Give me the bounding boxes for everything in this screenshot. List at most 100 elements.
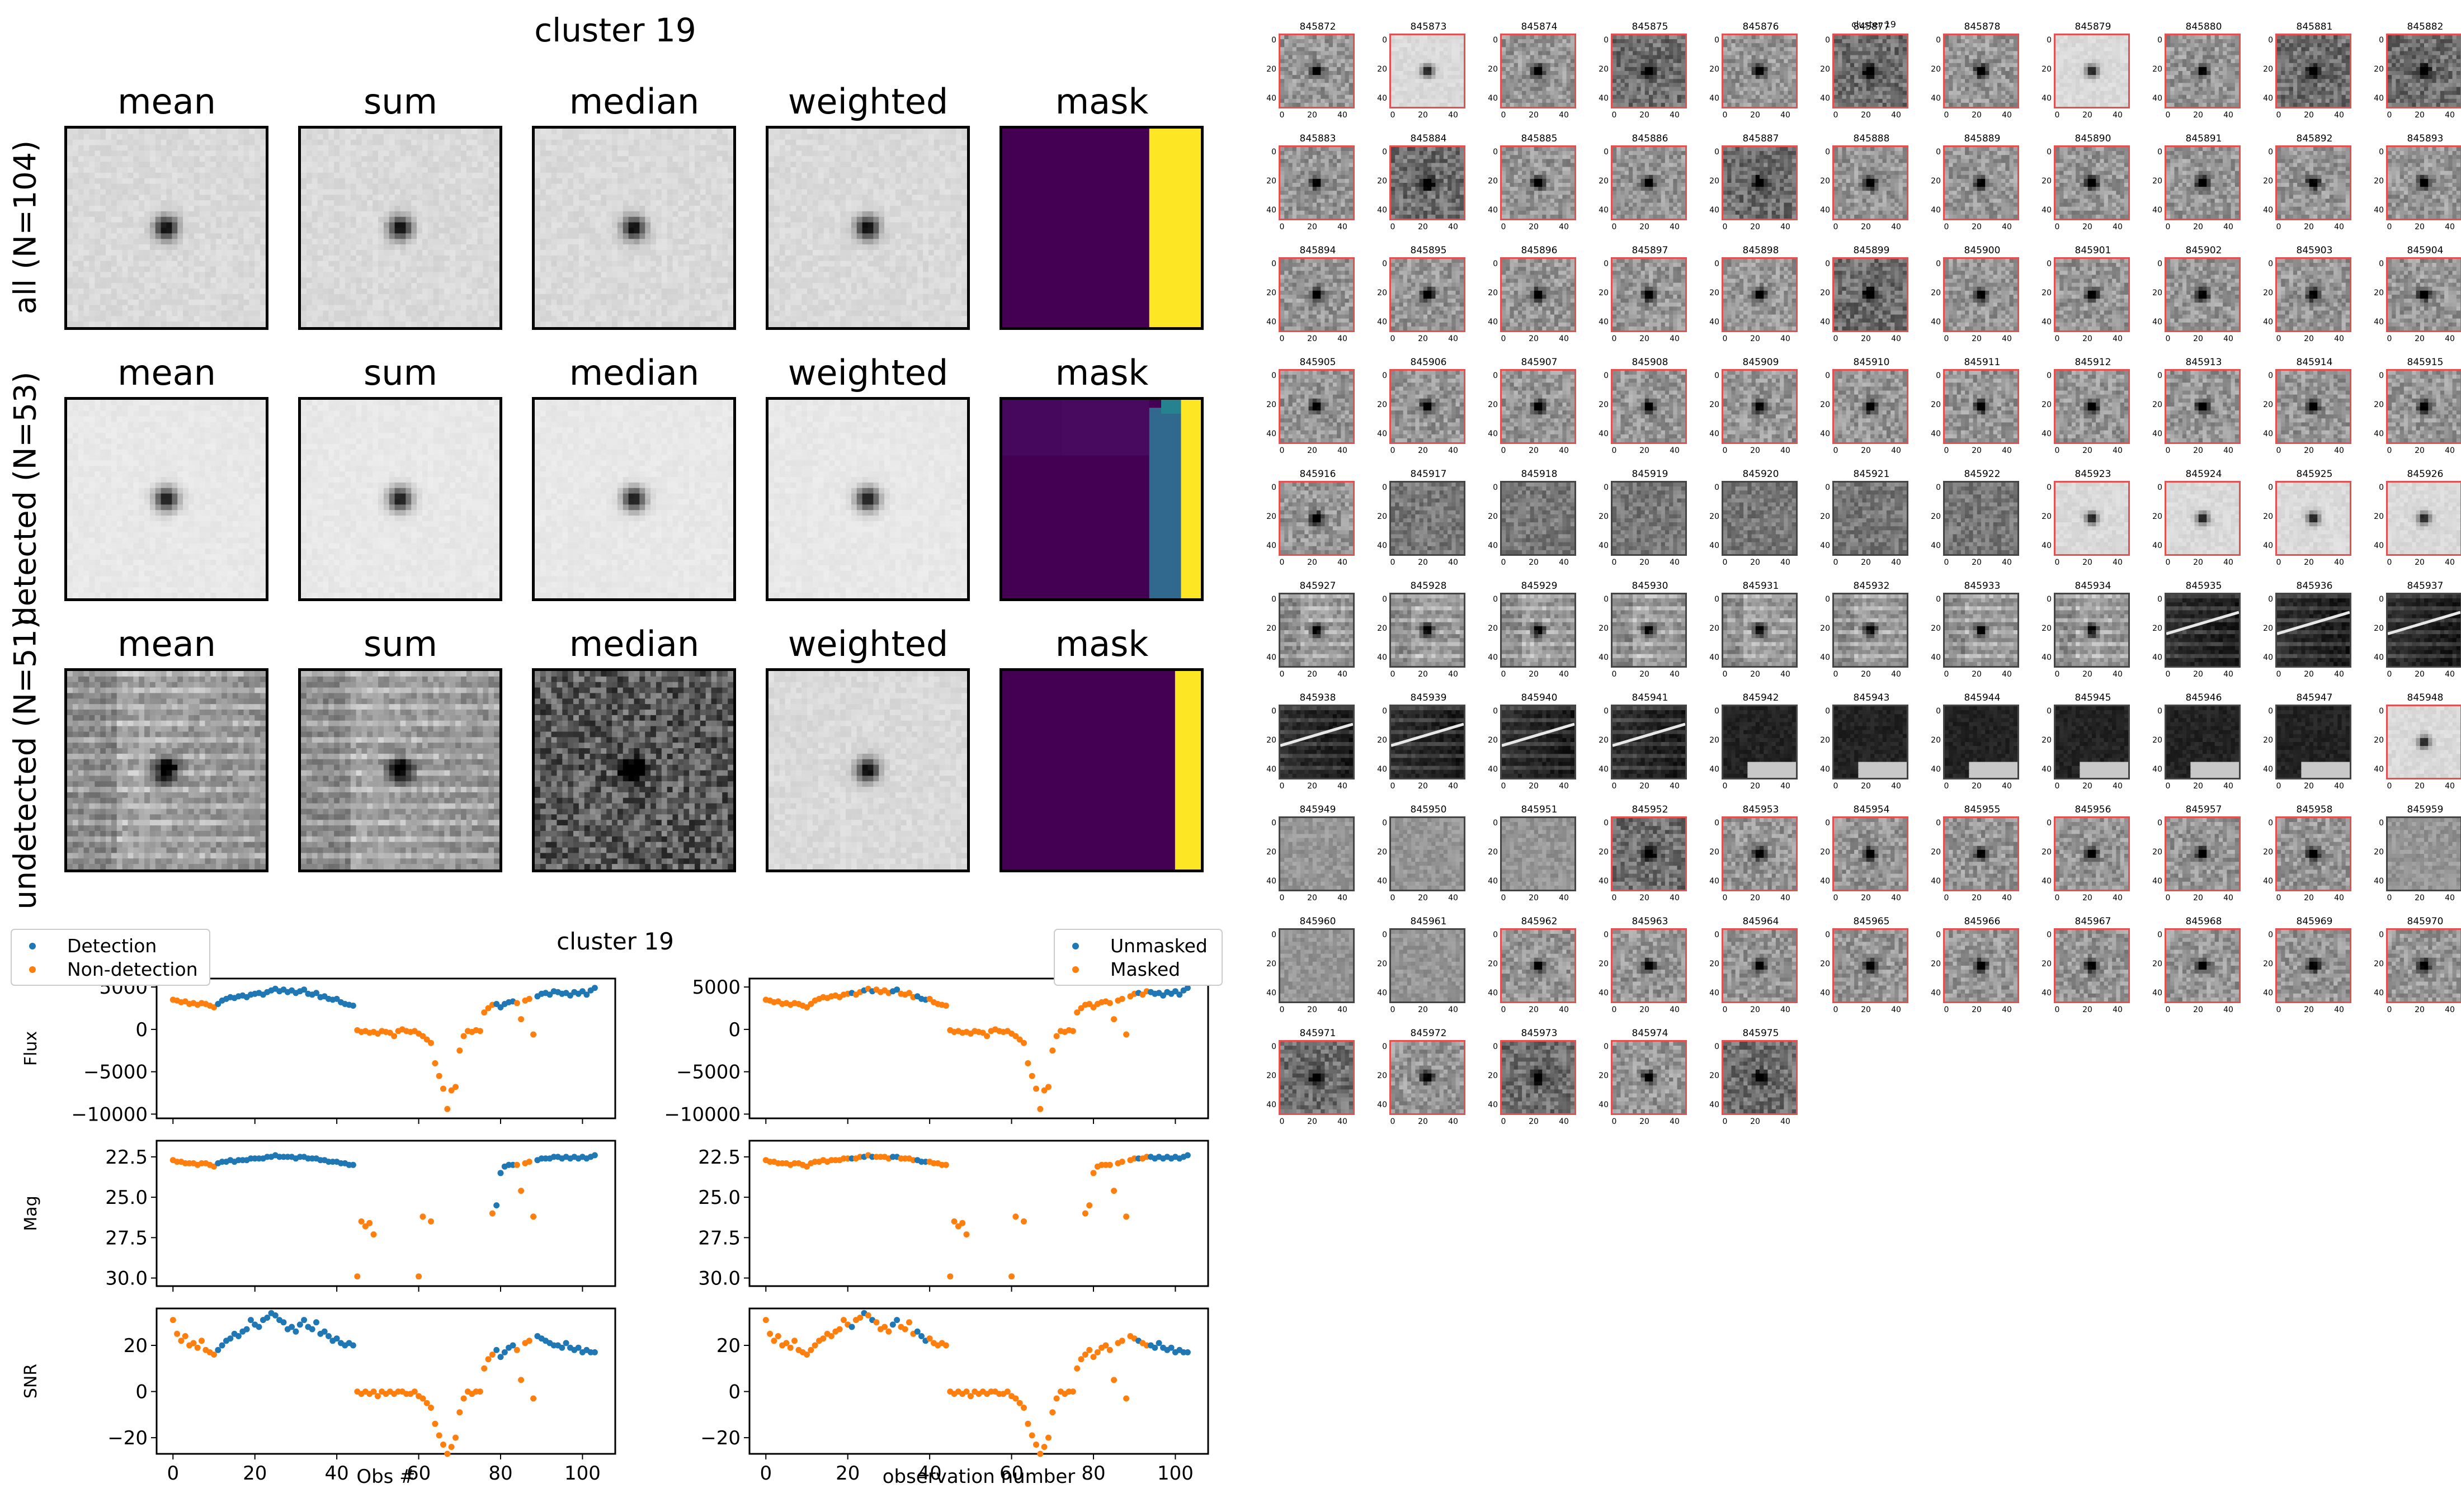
legend-label: Masked — [1110, 958, 1180, 980]
thumbnail-y-tick: 0 — [2036, 259, 2052, 268]
y-tick-label: −5000 — [83, 1061, 148, 1084]
thumbnail-y-tick: 20 — [1814, 960, 1830, 968]
thumbnail-x-tick: 20 — [1859, 111, 1873, 120]
thumbnail-id: 845925 — [2275, 469, 2354, 480]
thumbnail-x-tick: 20 — [2413, 782, 2426, 791]
thumbnail-tile: 845901 0 20 40 0 20 40 — [2034, 245, 2134, 354]
thumbnail-y-tick: 20 — [1482, 400, 1498, 409]
data-point — [820, 1335, 827, 1342]
thumbnail-id: 845930 — [1611, 580, 1689, 592]
thumbnail-x-tick: 0 — [1275, 1005, 1289, 1014]
thumbnail-id: 845970 — [2386, 916, 2461, 927]
thumbnail-x-tick: 20 — [1748, 782, 1762, 791]
data-point — [419, 1395, 426, 1402]
thumbnail-id: 845899 — [1832, 245, 1911, 256]
thumbnail-tile: 845899 0 20 40 0 20 40 — [1812, 245, 1913, 354]
data-point — [947, 1273, 954, 1280]
thumbnail-y-tick: 0 — [2147, 259, 2162, 268]
thumbnail-x-tick: 40 — [1668, 782, 1681, 791]
thumbnail-x-tick: 0 — [1940, 223, 1953, 231]
thumbnail-y-tick: 0 — [2257, 371, 2273, 380]
thumbnail-image — [1832, 369, 1908, 444]
thumbnail-y-tick: 0 — [1261, 148, 1276, 157]
thumbnail-x-tick: 40 — [1446, 894, 1460, 903]
x-tick-label: 60 — [1000, 1462, 1024, 1485]
thumbnail-y-tick: 20 — [1704, 624, 1719, 633]
stamp-column-title: weighted — [765, 81, 972, 122]
data-point — [1074, 1365, 1081, 1372]
thumbnail-y-tick: 40 — [1482, 429, 1498, 438]
y-tick-label: 22.5 — [105, 1146, 148, 1169]
thumbnail-x-tick: 20 — [2081, 894, 2094, 903]
thumbnail-x-tick: 0 — [1497, 1005, 1510, 1014]
data-point — [1012, 1395, 1019, 1402]
thumbnail-x-tick: 20 — [1305, 111, 1319, 120]
x-axis-label: Obs # — [356, 1466, 415, 1488]
thumbnail-y-tick: 20 — [1371, 624, 1387, 633]
thumbnail-y-tick: 20 — [2368, 624, 2384, 633]
thumbnail-image — [2054, 928, 2130, 1003]
thumbnail-y-tick: 40 — [1371, 429, 1387, 438]
data-point — [386, 1029, 393, 1036]
data-point — [416, 1273, 422, 1280]
thumbnail-x-tick: 0 — [2050, 334, 2064, 343]
thumbnail-x-tick: 20 — [1305, 1117, 1319, 1126]
data-point — [926, 995, 933, 1002]
thumbnail-y-tick: 0 — [1704, 148, 1719, 157]
thumbnail-y-tick: 0 — [1704, 707, 1719, 716]
thumbnail-y-tick: 0 — [2368, 707, 2384, 716]
data-point — [419, 1213, 426, 1220]
thumbnail-y-tick: 0 — [1593, 595, 1609, 604]
thumbnail-y-tick: 40 — [1814, 206, 1830, 215]
thumbnail-x-tick: 20 — [2413, 223, 2426, 231]
thumbnail-y-tick: 0 — [1925, 371, 1941, 380]
thumbnail-y-tick: 40 — [2036, 877, 2052, 886]
thumbnail-id: 845934 — [2054, 580, 2132, 592]
thumbnail-x-tick: 20 — [1416, 223, 1430, 231]
data-point — [526, 1338, 532, 1344]
thumbnail-x-tick: 0 — [2161, 894, 2175, 903]
thumbnail-id: 845963 — [1611, 916, 1689, 927]
thumbnail-y-tick: 20 — [2147, 400, 2162, 409]
thumbnail-id: 845908 — [1611, 357, 1689, 368]
thumbnail-y-tick: 20 — [2036, 624, 2052, 633]
thumbnail-y-tick: 0 — [1482, 595, 1498, 604]
thumbnail-image — [2386, 369, 2461, 444]
thumbnail-x-tick: 40 — [1336, 111, 1349, 120]
stamp-column-title: median — [531, 81, 738, 122]
thumbnail-x-tick: 20 — [1748, 894, 1762, 903]
data-point — [333, 995, 340, 1002]
thumbnail-y-tick: 40 — [2257, 877, 2273, 886]
thumbnail-image — [1611, 928, 1687, 1003]
thumbnail-y-tick: 20 — [1925, 848, 1941, 857]
y-tick-label: 30.0 — [105, 1268, 148, 1290]
thumbnail-x-tick: 20 — [1416, 558, 1430, 567]
thumbnail-y-tick: 0 — [1925, 930, 1941, 939]
thumbnail-x-tick: 0 — [2161, 670, 2175, 679]
data-point — [1090, 1170, 1097, 1176]
thumbnail-x-tick: 20 — [2191, 894, 2205, 903]
thumbnail-y-tick: 0 — [2257, 595, 2273, 604]
thumbnail-x-tick: 20 — [1416, 334, 1430, 343]
thumbnail-y-tick: 20 — [1593, 400, 1609, 409]
data-point — [1111, 1188, 1118, 1194]
thumbnail-image — [1943, 481, 2019, 556]
thumbnail-x-tick: 20 — [1305, 1005, 1319, 1014]
data-point — [885, 1328, 892, 1335]
thumbnail-y-tick: 40 — [1261, 94, 1276, 103]
thumbnail-id: 845928 — [1389, 580, 1468, 592]
data-point — [1086, 1346, 1093, 1353]
data-point — [1049, 1409, 1056, 1416]
thumbnail-x-tick: 20 — [2191, 1005, 2205, 1014]
data-point — [865, 1312, 871, 1319]
thumbnail-y-tick: 40 — [2257, 206, 2273, 215]
data-point — [591, 1152, 598, 1159]
thumbnail-y-tick: 0 — [2036, 707, 2052, 716]
thumbnail-image — [1832, 145, 1908, 220]
thumbnail-tile: 845878 0 20 40 0 20 40 — [1923, 21, 2024, 130]
thumbnail-y-tick: 40 — [1704, 94, 1719, 103]
thumbnail-tile: 845941 0 20 40 0 20 40 — [1591, 692, 1691, 801]
thumbnail-y-tick: 40 — [2368, 429, 2384, 438]
data-point — [881, 1324, 888, 1330]
